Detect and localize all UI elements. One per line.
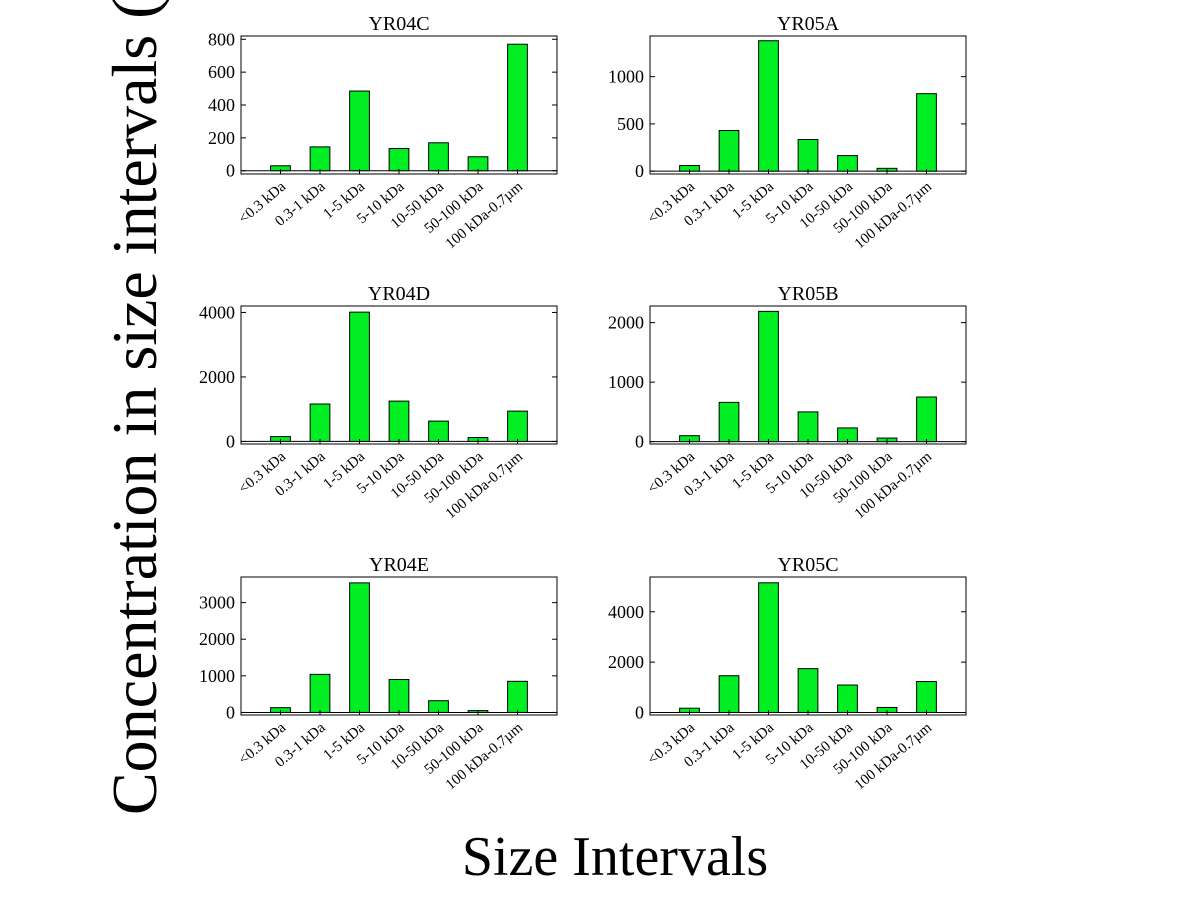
bar bbox=[388, 400, 410, 442]
bar bbox=[309, 403, 331, 442]
bar bbox=[428, 142, 449, 172]
bar bbox=[718, 675, 740, 713]
bar bbox=[797, 139, 819, 172]
x-axis-label: Size Intervals bbox=[462, 826, 768, 888]
chart-title: YR05C bbox=[777, 554, 838, 576]
y-tick-label: 1000 bbox=[608, 372, 644, 392]
bar bbox=[388, 678, 410, 713]
y-tick-label: 200 bbox=[208, 128, 235, 148]
bar bbox=[309, 146, 331, 172]
y-tick-label: 400 bbox=[208, 95, 235, 115]
y-tick-label: 1000 bbox=[199, 666, 235, 686]
bar bbox=[718, 401, 740, 443]
bar bbox=[507, 410, 528, 442]
y-tick-label: 4000 bbox=[199, 302, 235, 322]
chart-title: YR04D bbox=[368, 283, 430, 305]
y-tick-label: 0 bbox=[635, 161, 644, 181]
y-tick-label: 4000 bbox=[608, 602, 644, 622]
y-tick-label: 0 bbox=[226, 431, 235, 451]
chart-title: YR05B bbox=[777, 283, 838, 305]
y-tick-label: 800 bbox=[208, 29, 235, 49]
bar bbox=[349, 90, 370, 172]
y-axis-label: Concentration in size intervals (ppb-QS bbox=[99, 0, 170, 815]
bar bbox=[837, 684, 858, 713]
y-tick-label: 2000 bbox=[608, 313, 644, 333]
y-tick-label: 600 bbox=[208, 62, 235, 82]
y-tick-label: 0 bbox=[226, 161, 235, 181]
y-tick-label: 2000 bbox=[199, 629, 235, 649]
bar bbox=[467, 156, 489, 172]
y-tick-label: 0 bbox=[226, 702, 235, 722]
y-tick-label: 0 bbox=[635, 432, 644, 452]
bar bbox=[916, 681, 937, 713]
bar bbox=[758, 582, 779, 713]
bar bbox=[507, 43, 528, 172]
bar bbox=[916, 396, 937, 443]
y-tick-label: 3000 bbox=[199, 593, 235, 613]
bar bbox=[797, 668, 819, 713]
bar bbox=[349, 311, 370, 442]
y-tick-label: 2000 bbox=[199, 367, 235, 387]
bar bbox=[837, 155, 858, 172]
bar bbox=[758, 310, 779, 443]
chart-title: YR04C bbox=[368, 13, 429, 35]
bar bbox=[507, 680, 528, 713]
bar bbox=[388, 148, 410, 172]
bar bbox=[758, 40, 779, 172]
bar bbox=[428, 420, 449, 442]
y-tick-label: 1000 bbox=[608, 67, 644, 87]
y-tick-label: 500 bbox=[617, 114, 644, 134]
bar bbox=[797, 411, 819, 443]
bar bbox=[349, 582, 370, 713]
y-tick-label: 0 bbox=[635, 702, 644, 722]
chart-title: YR04E bbox=[369, 554, 429, 576]
bar bbox=[309, 673, 331, 713]
y-tick-label: 2000 bbox=[608, 652, 644, 672]
bar bbox=[916, 93, 937, 172]
bar bbox=[718, 130, 740, 172]
chart-title: YR05A bbox=[777, 13, 840, 35]
